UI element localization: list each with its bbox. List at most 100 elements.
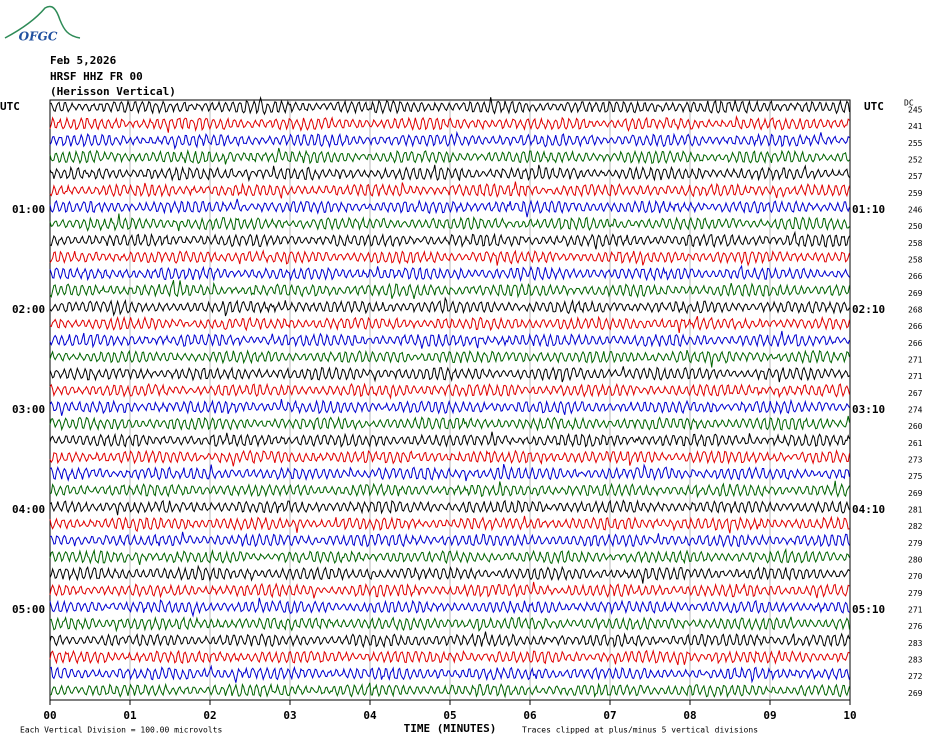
x-tick-label: 08 [683,709,696,722]
dc-value: 260 [908,422,923,431]
x-tick-label: 00 [43,709,56,722]
dc-value: 276 [908,622,923,631]
dc-value: 258 [908,256,923,265]
dc-value: 274 [908,406,923,415]
dc-value: 270 [908,572,923,581]
axis-title: TIME (MINUTES) [404,722,497,735]
trace [49,198,850,218]
trace [49,431,850,448]
dc-value: 271 [908,606,923,615]
hour-label-left: 02:00 [12,303,45,316]
dc-value: 280 [908,556,923,565]
dc-value: 272 [908,672,923,681]
trace [49,95,850,116]
hour-label-right: 05:10 [852,603,885,616]
dc-label: DC [904,99,914,108]
hour-label-left: 05:00 [12,603,45,616]
trace [49,499,850,516]
trace [49,682,850,699]
x-tick-label: 09 [763,709,776,722]
dc-value: 267 [908,389,923,398]
date: Feb 5,2026 [50,54,117,67]
scale-note: Each Vertical Division = 100.00 microvol… [20,726,222,735]
logo: OFGC [19,30,58,44]
trace [49,547,850,566]
dc-value: 259 [908,189,923,198]
trace [49,264,850,283]
x-tick-label: 04 [363,709,377,722]
hour-label-left: 03:00 [12,403,45,416]
trace [49,181,850,199]
dc-value: 279 [908,539,923,548]
dc-value: 241 [908,122,923,131]
x-tick-label: 07 [603,709,616,722]
dc-value: 273 [908,456,923,465]
hour-label-right: 03:10 [852,403,885,416]
dc-value: 271 [908,372,923,381]
right-zone: UTC [864,100,884,113]
trace [49,147,850,165]
dc-value: 255 [908,139,923,148]
station: HRSF HHZ FR 00 [50,70,143,83]
trace [49,280,850,300]
hour-label-left: 04:00 [12,503,45,516]
dc-value: 275 [908,472,923,481]
dc-value: 271 [908,356,923,365]
trace [49,398,850,416]
trace [49,531,850,548]
dc-value: 261 [908,439,923,448]
dc-value: 257 [908,172,923,181]
trace [49,115,850,133]
clip-note: Traces clipped at plus/minus 5 vertical … [522,726,758,735]
trace [49,664,850,684]
trace [49,515,850,534]
x-tick-label: 06 [523,709,537,722]
trace [49,366,850,383]
trace [49,564,850,584]
x-tick-label: 02 [203,709,216,722]
dc-value: 282 [908,522,923,531]
trace [49,249,850,267]
dc-value: 281 [908,506,923,515]
trace [49,631,850,649]
trace [49,480,850,499]
left-zone: UTC [0,100,20,113]
component: (Herisson Vertical) [50,85,176,98]
hour-label-right: 02:10 [852,303,885,316]
trace [49,415,850,432]
trace [49,315,850,333]
trace [49,230,850,250]
trace [49,615,850,633]
trace [49,213,850,232]
dc-value: 269 [908,289,923,298]
trace [49,164,850,183]
dc-value: 258 [908,239,923,248]
trace [49,449,850,467]
trace [49,649,850,666]
dc-value: 266 [908,322,923,331]
dc-value: 246 [908,206,923,215]
trace [49,349,850,368]
trace [49,597,850,618]
trace [49,296,850,317]
dc-value: 283 [908,639,923,648]
logo-mountain [4,5,81,39]
dc-value: 266 [908,272,923,281]
dc-value: 252 [908,156,923,165]
hour-label-right: 01:10 [852,203,885,216]
trace [49,130,850,150]
dc-value: 283 [908,656,923,665]
dc-value: 268 [908,306,923,315]
dc-value: 269 [908,689,923,698]
trace [49,382,850,400]
dc-value: 245 [908,106,923,115]
x-tick-label: 05 [443,709,456,722]
dc-value: 250 [908,222,923,231]
hour-label-right: 04:10 [852,503,885,516]
x-tick-label: 01 [123,709,137,722]
trace [49,581,850,599]
dc-value: 266 [908,339,923,348]
x-tick-label: 03 [283,709,296,722]
